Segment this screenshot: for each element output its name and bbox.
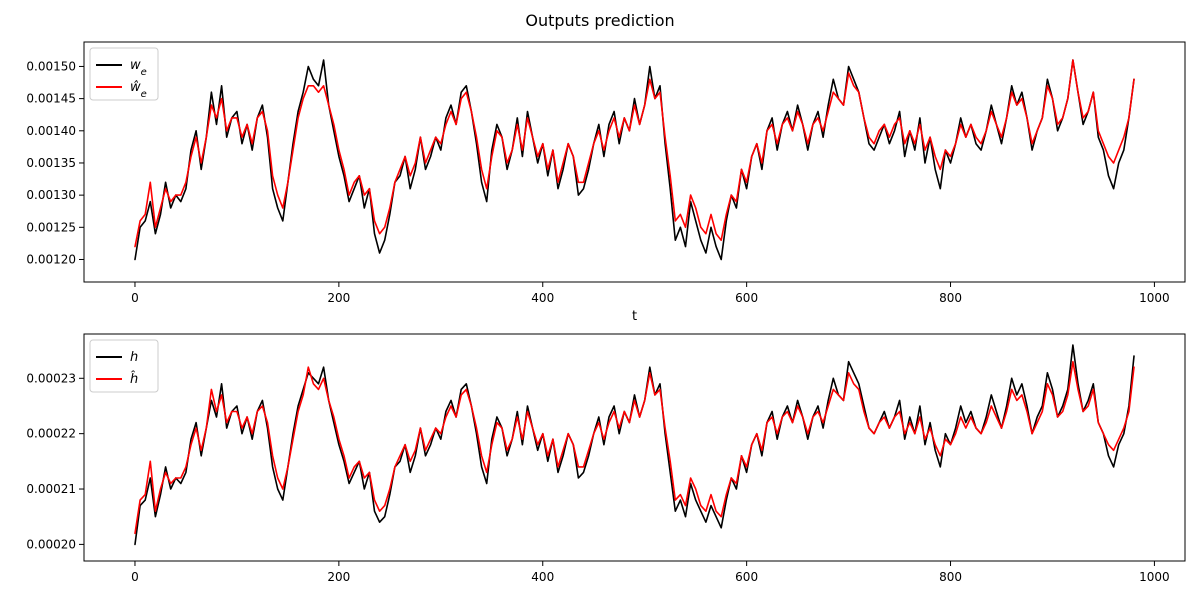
legend-label: ŵe <box>130 80 147 100</box>
x-tick-label: 0 <box>131 291 139 305</box>
legend-label: we <box>130 58 147 78</box>
legend-box <box>89 339 159 393</box>
plot-frame <box>83 41 1186 283</box>
x-tick-label: 800 <box>939 570 962 584</box>
plot-frame <box>83 333 1186 562</box>
figure-title: Outputs prediction <box>525 11 674 30</box>
series-line-predicted <box>134 59 1135 248</box>
chart-panel-2: 0 200 400 600 800 1000 0.00020 0.00021 0.00022 0.… <box>26 333 1186 584</box>
x-tick-label: 600 <box>735 291 758 305</box>
x-tick-label: 0 <box>131 570 139 584</box>
series-line-actual <box>134 59 1135 261</box>
x-tick-label: 400 <box>531 291 554 305</box>
series-group <box>134 344 1135 546</box>
chart-panel-1: 0 200 400 600 800 1000 0.00120 0.00125 0.00130 0.… <box>26 41 1186 324</box>
y-tick-label: 0.00145 <box>26 92 76 106</box>
series-group <box>134 59 1135 261</box>
y-tick-label: 0.00130 <box>26 188 76 202</box>
y-tick-label: 0.00140 <box>26 124 76 138</box>
y-tick-label: 0.00150 <box>26 59 76 73</box>
y-tick-label: 0.00023 <box>26 371 76 385</box>
x-tick-label: 400 <box>531 570 554 584</box>
legend-label: h <box>130 350 138 365</box>
x-axis-label: t <box>632 309 637 324</box>
legend-box <box>89 47 159 101</box>
y-tick-label: 0.00021 <box>26 482 76 496</box>
chart-panels: 0 200 400 600 800 1000 0.00120 0.00125 0.00130 0.… <box>26 41 1186 584</box>
x-tick-label: 1000 <box>1139 570 1170 584</box>
y-tick-label: 0.00120 <box>26 252 76 266</box>
x-tick-label: 600 <box>735 570 758 584</box>
legend: hĥ <box>89 339 159 393</box>
x-tick-label: 1000 <box>1139 291 1170 305</box>
x-tick-label: 800 <box>939 291 962 305</box>
legend-label: ĥ <box>130 371 138 387</box>
x-tick-label: 200 <box>327 570 350 584</box>
series-line-actual <box>134 344 1135 546</box>
y-tick-label: 0.00022 <box>26 427 76 441</box>
series-line-predicted <box>134 360 1135 535</box>
y-tick-label: 0.00135 <box>26 156 76 170</box>
x-tick-label: 200 <box>327 291 350 305</box>
y-tick-label: 0.00125 <box>26 220 76 234</box>
y-tick-label: 0.00020 <box>26 537 76 551</box>
